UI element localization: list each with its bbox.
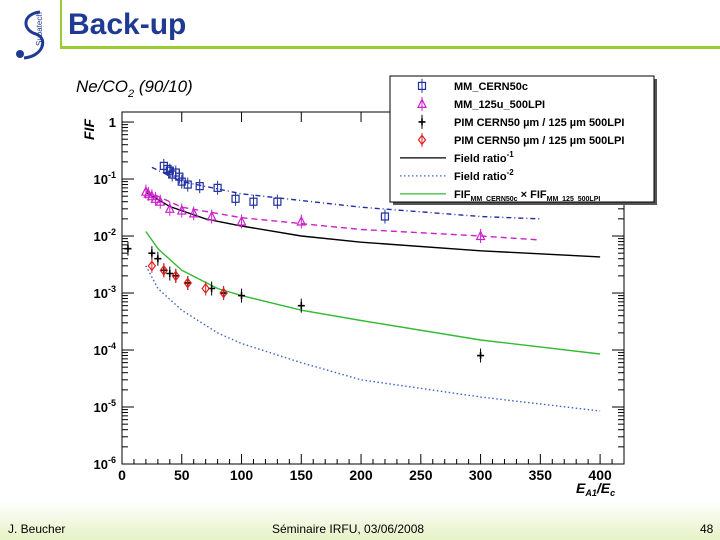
point-s3-5 xyxy=(219,287,228,299)
footer-page-number: 48 xyxy=(700,522,714,536)
point-s0-7 xyxy=(183,180,192,189)
slide-title: Back-up xyxy=(68,8,187,41)
legend-label-5: Field ratio-2 xyxy=(454,168,514,183)
point-s2-4 xyxy=(166,270,174,278)
title-underline xyxy=(60,46,720,49)
point-s0-11 xyxy=(249,197,258,206)
legend-marker-0 xyxy=(417,81,427,90)
y-tick-label-0: 1 xyxy=(109,115,116,130)
x-tick-label-0: 0 xyxy=(118,467,126,483)
point-s1-6 xyxy=(176,204,187,215)
legend-marker-1 xyxy=(417,98,427,109)
point-s2-1 xyxy=(148,249,156,257)
point-s3-0 xyxy=(147,260,157,272)
chart-title: Ne/CO2 (90/10) xyxy=(76,77,193,100)
point-s0-10 xyxy=(231,194,240,203)
point-s3-1 xyxy=(159,264,169,276)
x-tick-label-1: 50 xyxy=(174,467,190,483)
title-side-rule xyxy=(60,0,62,48)
point-s0-1 xyxy=(163,164,172,174)
point-s0-5 xyxy=(175,172,184,181)
point-s1-5 xyxy=(164,202,175,213)
x-tick-label-8: 400 xyxy=(588,467,612,483)
fif-chart: 0 50 100 150 200 250 300 350 400110-110-210-310-… xyxy=(66,70,666,502)
x-tick-label-7: 350 xyxy=(529,467,553,483)
point-s0-8 xyxy=(195,182,204,191)
footer-bar xyxy=(0,500,720,540)
x-tick-label-4: 200 xyxy=(349,467,373,483)
point-s3-4 xyxy=(201,283,210,294)
legend-label-0: MM_CERN50c xyxy=(454,81,528,93)
legend-label-1: MM_125u_500LPI xyxy=(454,99,545,111)
point-s1-10 xyxy=(296,215,307,226)
point-s0-13 xyxy=(380,212,390,221)
y-axis-label: FIF xyxy=(81,119,97,140)
point-s1-1 xyxy=(143,187,154,198)
legend-marker-2 xyxy=(418,118,426,126)
point-s2-9 xyxy=(238,292,246,300)
point-s2-2 xyxy=(154,255,162,263)
legend-label-4: Field ratio-1 xyxy=(454,150,514,165)
point-s2-11 xyxy=(477,352,485,360)
point-s1-4 xyxy=(155,195,166,206)
point-s1-8 xyxy=(206,210,217,221)
x-tick-label-6: 300 xyxy=(469,467,493,483)
curve-3 xyxy=(145,265,601,412)
legend-label-3: PIM CERN50 µm / 125 µm 500LPI xyxy=(454,135,624,147)
point-s1-11 xyxy=(475,230,486,241)
subatech-logo-icon: Subatech xyxy=(16,10,45,60)
curve-0 xyxy=(151,166,541,220)
point-s1-3 xyxy=(150,192,161,203)
footer-author: J. Beucher xyxy=(8,522,66,536)
legend-marker-3 xyxy=(417,134,427,146)
x-tick-label-3: 150 xyxy=(290,467,314,483)
x-tick-label-2: 100 xyxy=(230,467,254,483)
footer-event: Séminaire IRFU, 03/06/2008 xyxy=(272,522,425,536)
legend-box xyxy=(389,75,655,203)
point-s0-12 xyxy=(273,197,282,206)
point-s2-10 xyxy=(297,302,305,310)
svg-text:Subatech: Subatech xyxy=(35,12,44,46)
curve-2 xyxy=(145,191,601,258)
point-s1-2 xyxy=(146,190,157,201)
point-s2-0 xyxy=(124,245,132,253)
legend-label-2: PIM CERN50 µm / 125 µm 500LPI xyxy=(454,117,624,129)
point-s1-9 xyxy=(236,215,247,226)
point-s3-2 xyxy=(171,270,181,282)
x-tick-label-5: 250 xyxy=(409,467,433,483)
point-s3-3 xyxy=(183,277,192,289)
point-s0-9 xyxy=(213,183,222,192)
point-s1-7 xyxy=(188,207,199,218)
